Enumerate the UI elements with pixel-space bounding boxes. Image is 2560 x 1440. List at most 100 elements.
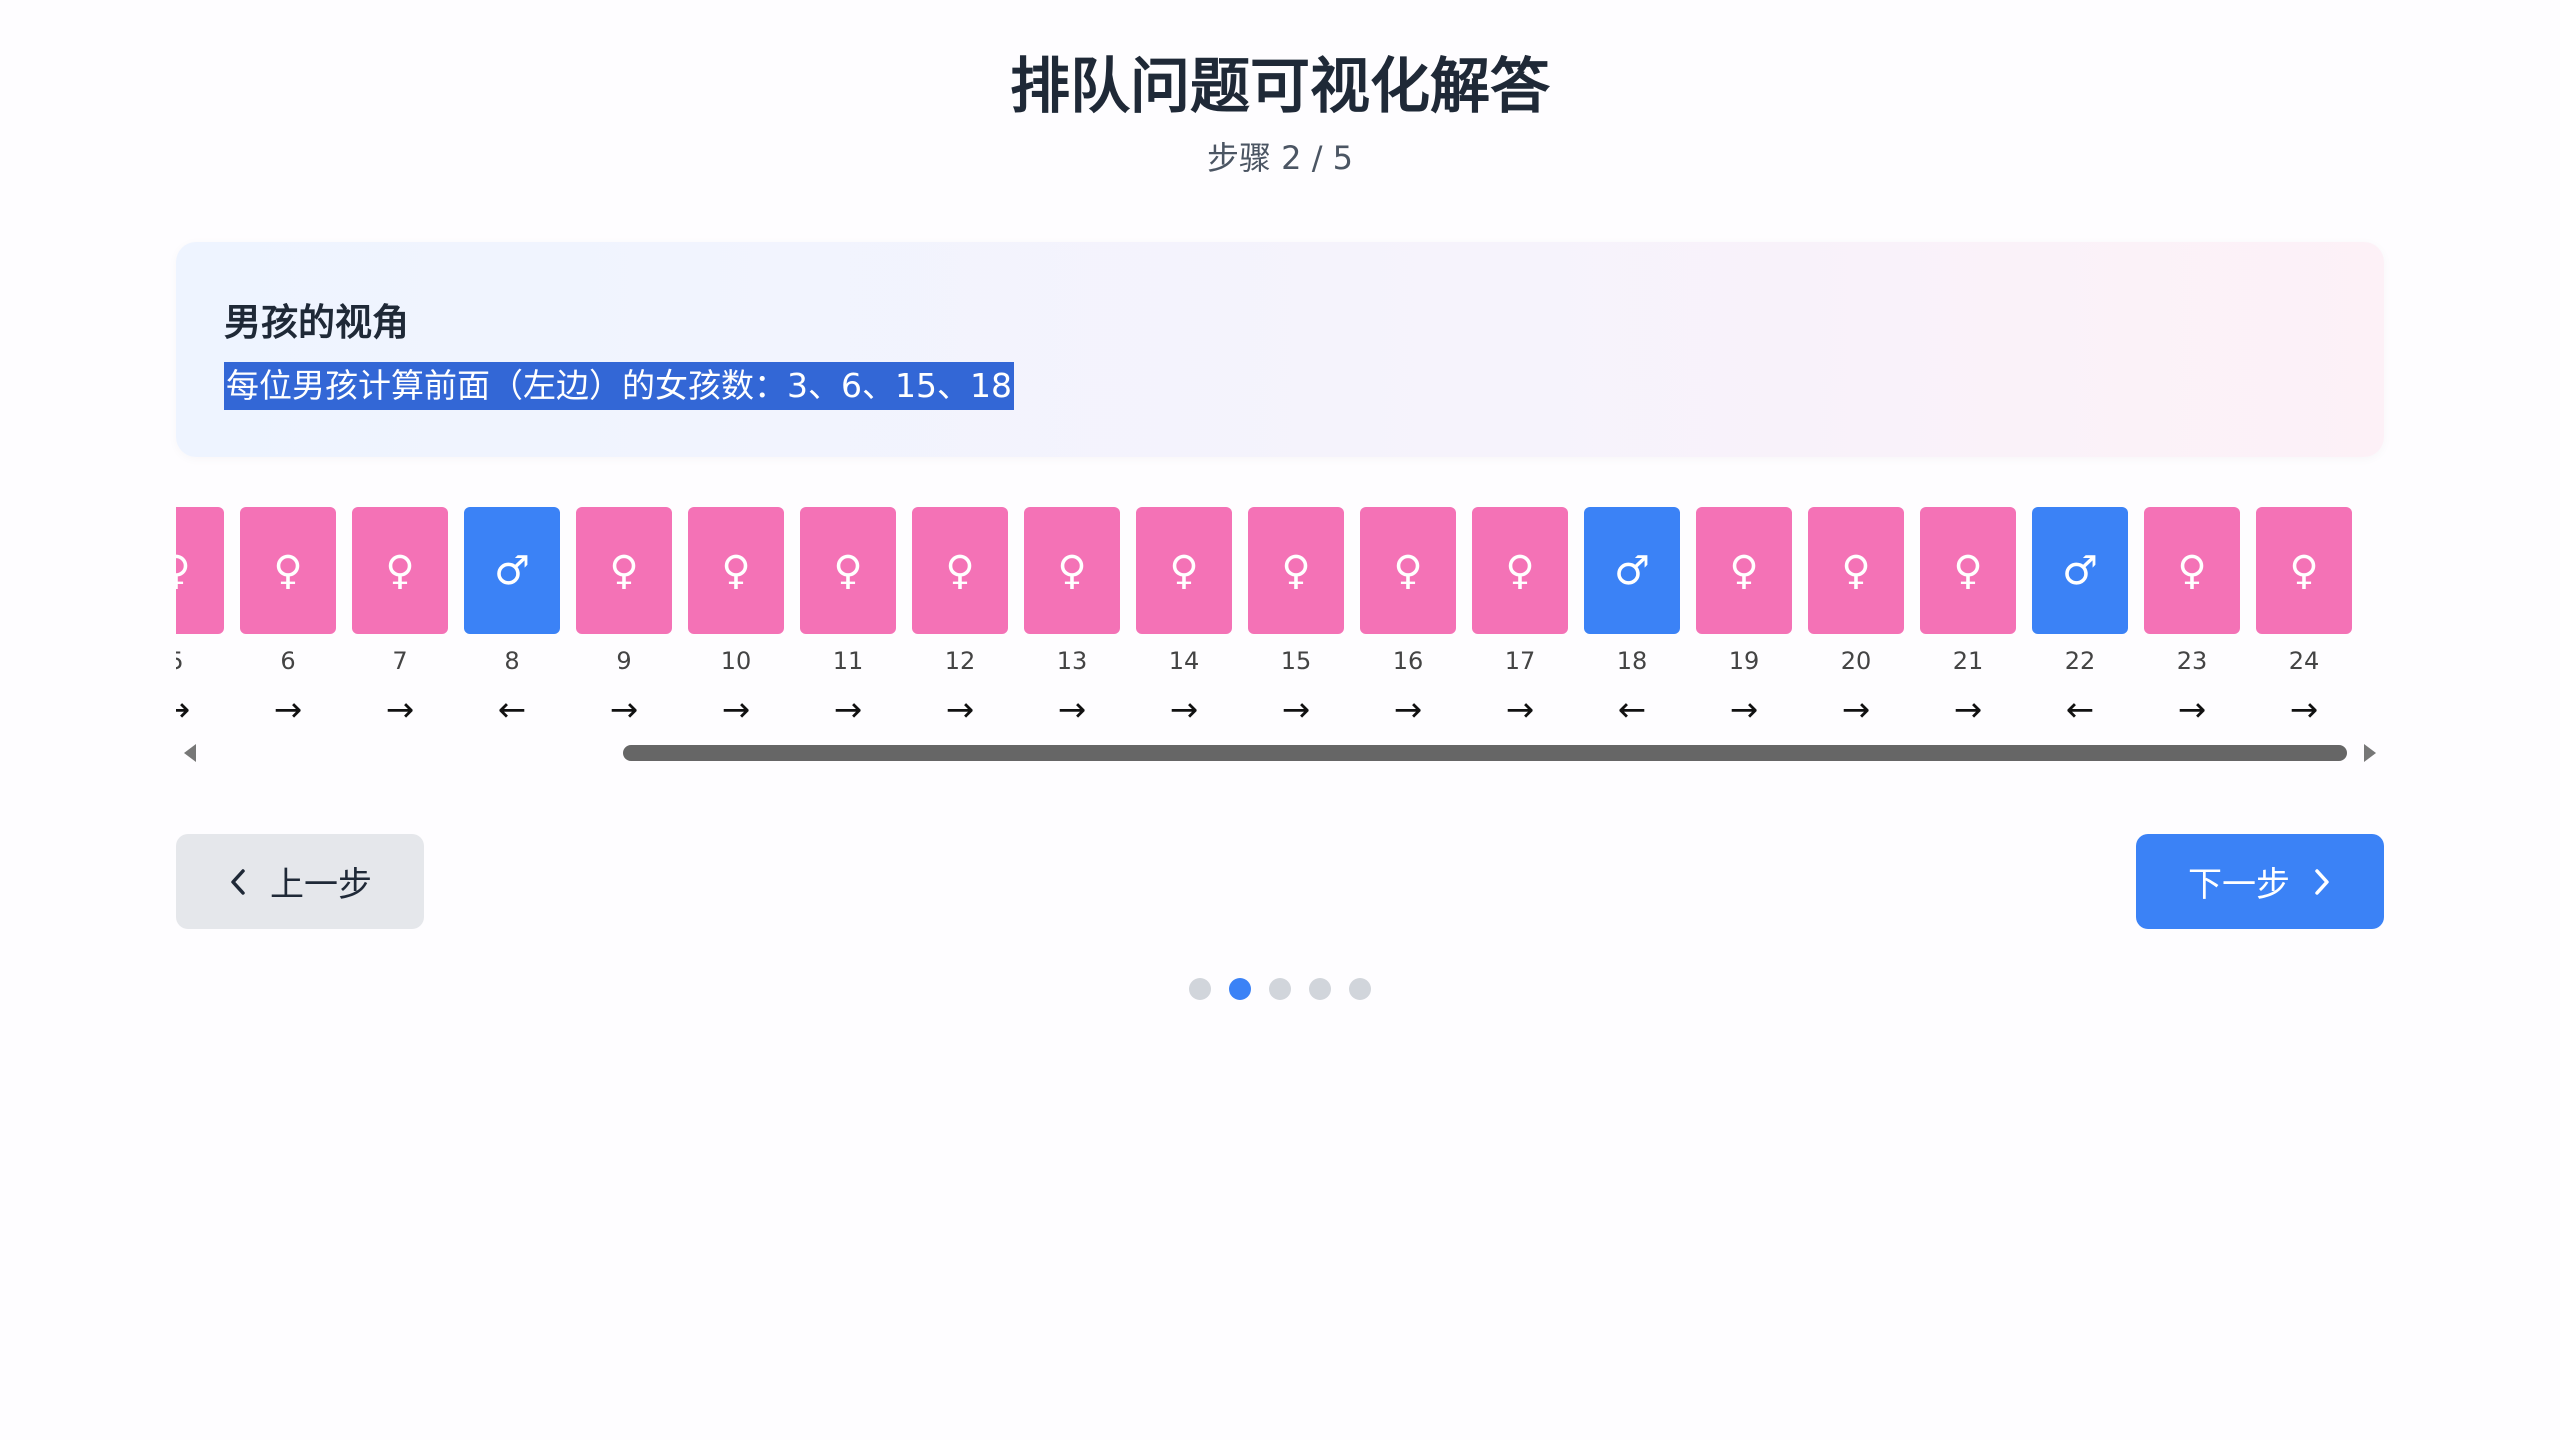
queue-person-10: ♀ 10 → — [688, 507, 784, 730]
step-indicator: 步骤 2 / 5 — [1206, 139, 1354, 177]
position-number: 23 — [2176, 647, 2208, 675]
queue-person-15: ♀ 15 → — [1248, 507, 1344, 730]
right-arrow-icon: → — [1505, 690, 1535, 730]
position-number: 9 — [616, 647, 632, 675]
right-arrow-icon: → — [945, 690, 975, 730]
queue-track: ♀1→♀2→♀3→♂4←♀5→♀6→♀7→♂8←♀9→♀10→♀11→♀12→♀… — [176, 507, 2352, 730]
right-arrow-icon: → — [176, 690, 190, 730]
female-symbol-icon: ♀ — [2144, 507, 2240, 634]
female-symbol-icon: ♀ — [1472, 507, 1568, 634]
female-symbol-icon: ♀ — [912, 507, 1008, 634]
right-arrow-icon: → — [1281, 690, 1311, 730]
queue-person-21: ♀ 21 → — [1920, 507, 2016, 730]
female-symbol-icon: ♀ — [352, 507, 448, 634]
female-symbol-icon: ♀ — [800, 507, 896, 634]
male-symbol-icon: ♂ — [464, 507, 560, 634]
queue-person-20: ♀ 20 → — [1808, 507, 1904, 730]
female-symbol-icon: ♀ — [1136, 507, 1232, 634]
queue-person-6: ♀ 6 → — [240, 507, 336, 730]
queue-person-22: ♂ 22 ← — [2032, 507, 2128, 730]
female-symbol-icon: ♀ — [688, 507, 784, 634]
right-arrow-icon: → — [1169, 690, 1199, 730]
right-arrow-icon: → — [1393, 690, 1423, 730]
position-number: 8 — [504, 647, 520, 675]
page-title: 排队问题可视化解答 — [1010, 52, 1550, 122]
female-symbol-icon: ♀ — [1024, 507, 1120, 634]
right-arrow-icon: → — [1841, 690, 1871, 730]
horizontal-scrollbar[interactable] — [176, 740, 2384, 766]
left-arrow-icon: ← — [2065, 690, 2095, 730]
position-number: 5 — [176, 644, 184, 678]
queue-person-16: ♀ 16 → — [1360, 507, 1456, 730]
female-symbol-icon: ♀ — [1360, 507, 1456, 634]
step-dots — [1189, 978, 1371, 1000]
queue-person-8: ♂ 8 ← — [464, 507, 560, 730]
queue-person-13: ♀ 13 → — [1024, 507, 1120, 730]
female-symbol-icon: ♀ — [240, 507, 336, 634]
position-number: 6 — [280, 647, 296, 675]
position-number: 19 — [1728, 647, 1760, 675]
right-arrow-icon: → — [2289, 690, 2319, 730]
right-arrow-icon: → — [609, 690, 639, 730]
female-symbol-icon: ♀ — [176, 507, 224, 634]
next-step-button[interactable]: 下一步 — [2136, 834, 2384, 929]
right-arrow-icon: → — [721, 690, 751, 730]
step-dot-3[interactable] — [1269, 978, 1291, 1000]
step-dot-2[interactable] — [1229, 978, 1251, 1000]
scroll-right-arrow-icon[interactable] — [2364, 744, 2376, 762]
position-number: 24 — [2288, 647, 2320, 675]
queue-person-5: ♀ 5 → — [176, 507, 224, 730]
queue-person-11: ♀ 11 → — [800, 507, 896, 730]
position-number: 15 — [1280, 647, 1312, 675]
chevron-right-icon — [2315, 868, 2329, 895]
right-arrow-icon: → — [1729, 690, 1759, 730]
female-symbol-icon: ♀ — [1696, 507, 1792, 634]
queue-person-14: ♀ 14 → — [1136, 507, 1232, 730]
position-number: 18 — [1616, 647, 1648, 675]
explanation-card: 男孩的视角 每位男孩计算前面（左边）的女孩数：3、6、15、18 — [176, 242, 2384, 457]
queue-person-24: ♀ 24 → — [2256, 507, 2352, 730]
scroll-left-arrow-icon[interactable] — [184, 744, 196, 762]
step-dot-1[interactable] — [1189, 978, 1211, 1000]
card-heading: 男孩的视角 — [224, 301, 409, 344]
right-arrow-icon: → — [2177, 690, 2207, 730]
female-symbol-icon: ♀ — [2256, 507, 2352, 634]
position-number: 20 — [1840, 647, 1872, 675]
queue-person-17: ♀ 17 → — [1472, 507, 1568, 730]
male-symbol-icon: ♂ — [2032, 507, 2128, 634]
step-dot-5[interactable] — [1349, 978, 1371, 1000]
male-symbol-icon: ♂ — [1584, 507, 1680, 634]
next-step-label: 下一步 — [2188, 865, 2290, 905]
right-arrow-icon: → — [1953, 690, 1983, 730]
position-number: 11 — [832, 647, 864, 675]
chevron-left-icon — [231, 868, 245, 895]
queue-person-23: ♀ 23 → — [2144, 507, 2240, 730]
position-number: 10 — [720, 647, 752, 675]
position-number: 14 — [1168, 647, 1200, 675]
female-symbol-icon: ♀ — [1248, 507, 1344, 634]
position-number: 12 — [944, 647, 976, 675]
prev-step-label: 上一步 — [270, 865, 372, 905]
right-arrow-icon: → — [833, 690, 863, 730]
right-arrow-icon: → — [385, 690, 415, 730]
card-description: 每位男孩计算前面（左边）的女孩数：3、6、15、18 — [224, 362, 1014, 410]
position-number: 16 — [1392, 647, 1424, 675]
step-dot-4[interactable] — [1309, 978, 1331, 1000]
left-arrow-icon: ← — [497, 690, 527, 730]
position-number: 22 — [2064, 647, 2096, 675]
queue-person-19: ♀ 19 → — [1696, 507, 1792, 730]
female-symbol-icon: ♀ — [1808, 507, 1904, 634]
scrollbar-thumb[interactable] — [623, 745, 2347, 761]
position-number: 7 — [392, 647, 408, 675]
female-symbol-icon: ♀ — [1920, 507, 2016, 634]
position-number: 17 — [1504, 647, 1536, 675]
female-symbol-icon: ♀ — [576, 507, 672, 634]
prev-step-button[interactable]: 上一步 — [176, 834, 424, 929]
right-arrow-icon: → — [273, 690, 303, 730]
queue-scroll-area[interactable]: ♀1→♀2→♀3→♂4←♀5→♀6→♀7→♂8←♀9→♀10→♀11→♀12→♀… — [176, 500, 2384, 740]
queue-person-7: ♀ 7 → — [352, 507, 448, 730]
queue-person-18: ♂ 18 ← — [1584, 507, 1680, 730]
position-number: 13 — [1056, 647, 1088, 675]
right-arrow-icon: → — [1057, 690, 1087, 730]
queue-person-12: ♀ 12 → — [912, 507, 1008, 730]
